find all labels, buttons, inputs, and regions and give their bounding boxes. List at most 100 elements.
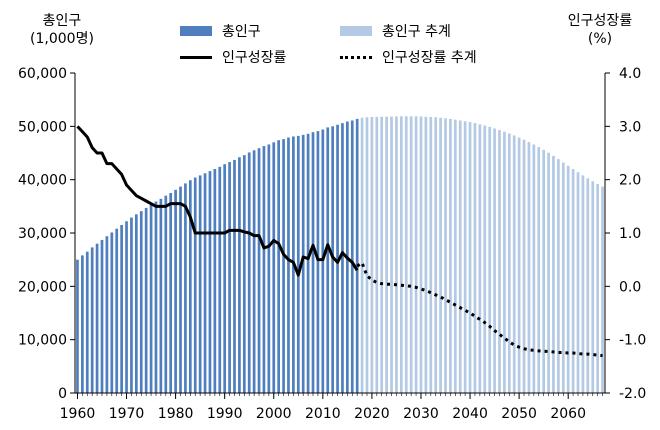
bar-2002	[282, 139, 285, 393]
x-tick-label: 2050	[501, 406, 537, 422]
bar-2020	[370, 117, 374, 393]
y-left-tick-label: 40,000	[18, 173, 67, 189]
bar-2022	[380, 116, 384, 393]
x-tick-label: 2060	[550, 406, 586, 422]
legend-item-growth-rate: 인구성장률	[180, 48, 286, 66]
bar-2041	[473, 123, 477, 393]
bar-1993	[238, 157, 241, 393]
bar-2065	[591, 181, 595, 393]
bar-2011	[326, 127, 330, 394]
bar-1992	[233, 159, 236, 393]
bar-1988	[213, 169, 217, 393]
bar-1960	[76, 259, 79, 393]
bar-2050	[517, 137, 521, 393]
legend-label: 인구성장률	[222, 50, 287, 66]
legend-item-growth-rate-projection: 인구성장률 추계	[340, 48, 477, 66]
bar-1977	[159, 198, 163, 393]
bar-1998	[262, 146, 266, 393]
legend-label: 총인구	[222, 24, 261, 40]
bar-2052	[527, 142, 531, 393]
bar-2000	[272, 142, 276, 393]
y-left-title-line-1: 총인구	[42, 13, 82, 29]
legend-item-population-projection: 총인구 추계	[340, 22, 451, 40]
bar-2063	[581, 175, 585, 393]
bar-2019	[365, 117, 369, 394]
bar-2003	[287, 137, 290, 393]
y-right-tick-label: -2.0	[619, 386, 646, 402]
bar-2027	[404, 116, 408, 393]
bar-2008	[311, 132, 315, 393]
legend-swatch-solid-line	[180, 55, 212, 59]
bar-1985	[198, 175, 202, 393]
bar-2034	[439, 117, 442, 394]
chart-legend: 총인구 총인구 추계 인구성장률 인구성장률 추계	[180, 12, 520, 66]
bar-1970	[125, 221, 128, 393]
bar-1969	[120, 225, 123, 393]
bar-2058	[557, 159, 560, 393]
x-tick-label: 2010	[305, 406, 341, 422]
bar-2062	[576, 172, 580, 393]
bar-2039	[463, 121, 467, 394]
bar-1964	[95, 243, 99, 393]
bar-2040	[468, 122, 472, 393]
bar-1989	[218, 166, 222, 393]
bar-2059	[561, 162, 565, 393]
bar-2064	[586, 178, 590, 393]
bar-2056	[547, 152, 550, 393]
bar-1996	[252, 150, 256, 393]
growth-rate-line	[76, 125, 359, 277]
x-tick-label: 2040	[452, 406, 488, 422]
bar-1971	[130, 217, 133, 393]
bar-2012	[331, 126, 334, 393]
y-left-tick-label: 30,000	[18, 226, 67, 242]
bar-2014	[341, 123, 344, 393]
bar-1982	[184, 183, 187, 393]
bar-2045	[493, 128, 496, 393]
bar-1986	[203, 173, 207, 393]
bar-1983	[188, 180, 192, 393]
y-right-title-line-1: 인구성장률	[567, 13, 633, 29]
legend-swatch-dotted-line	[340, 55, 372, 59]
bar-2066	[596, 183, 599, 393]
bar-2030	[419, 116, 423, 393]
bar-1979	[169, 193, 173, 393]
bar-1984	[193, 177, 197, 393]
bar-1966	[105, 236, 109, 393]
bar-2013	[336, 124, 339, 393]
bar-2038	[458, 120, 462, 393]
bar-2061	[571, 169, 575, 393]
bar-1963	[90, 247, 94, 393]
bar-1961	[81, 255, 84, 393]
bar-2029	[414, 116, 418, 394]
bar-2048	[507, 133, 511, 393]
bar-2032	[429, 117, 433, 393]
bar-1965	[100, 239, 104, 393]
bar-2057	[552, 155, 555, 393]
bar-1978	[164, 195, 168, 393]
bar-2033	[434, 117, 438, 394]
y-right-tick-label: 4.0	[619, 66, 641, 82]
bar-2026	[399, 116, 403, 394]
bar-2024	[390, 116, 393, 394]
x-tick-label: 1990	[207, 406, 243, 422]
legend-swatch-actual-bar	[180, 26, 212, 36]
bar-1991	[228, 162, 231, 393]
bar-2042	[478, 124, 482, 393]
bar-2067	[601, 186, 604, 393]
bar-2023	[385, 116, 388, 393]
y-left-tick-label: 50,000	[18, 119, 67, 135]
bar-2046	[498, 130, 501, 393]
y-left-tick-label: 10,000	[18, 333, 67, 349]
bar-2025	[395, 116, 398, 393]
bar-1976	[154, 201, 158, 393]
y-right-tick-label: 1.0	[619, 226, 641, 242]
bar-2043	[483, 125, 487, 393]
growth-rate-projection-line	[356, 261, 603, 358]
bar-2006	[301, 134, 305, 393]
y-right-tick-label: 3.0	[619, 119, 641, 135]
x-tick-label: 1970	[109, 406, 145, 422]
bar-2001	[277, 140, 281, 393]
legend-swatch-projection-bar	[340, 26, 372, 36]
